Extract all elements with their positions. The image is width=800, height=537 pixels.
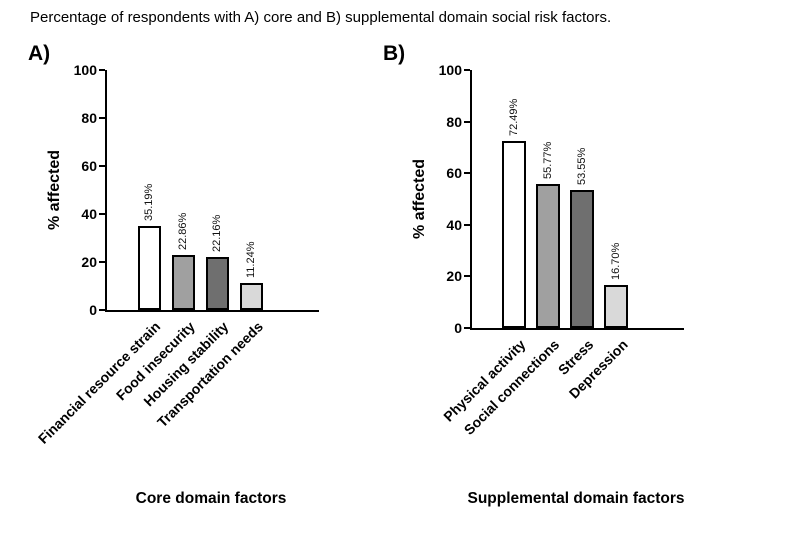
y-tick-mark [99,117,105,119]
panel-a-label: A) [28,42,51,65]
bar-value-label: 53.55% [575,147,588,185]
y-tick-mark [464,223,470,226]
bar [205,256,229,310]
y-tick-label: 0 [454,320,462,336]
y-tick-label: 60 [81,158,97,174]
y-tick-mark [464,172,470,175]
panel-b-plot-area: 0 20 40 60 80 100 72.49% Physical activity 55.77… [439,62,684,438]
bar-value-label: 11.24% [244,241,257,279]
bar [171,255,195,310]
y-tick-label: 0 [89,302,97,318]
figure-title: Percentage of respondents with A) core a… [30,9,612,26]
y-tick-mark [99,213,105,215]
y-tick-label: 40 [81,206,97,222]
y-tick-mark [99,165,105,167]
bar [536,184,560,328]
y-tick-label: 80 [81,110,97,126]
bar [604,284,628,328]
y-tick-label: 100 [438,62,462,78]
y-tick-label: 20 [446,268,462,285]
panel-a-y-axis-title: % affected [46,149,63,231]
bar [239,283,263,310]
y-tick-mark [99,261,105,263]
panel-b-x-axis-title: Supplemental domain factors [467,490,685,507]
y-tick-mark [464,69,470,71]
bar-value-label: 22.16% [210,214,223,252]
bar [570,189,594,328]
panel-a-x-axis-title: Core domain factors [135,490,287,507]
y-tick-label: 20 [81,254,97,270]
bar-value-label: 16.70% [609,242,622,280]
y-tick-label: 40 [446,216,462,233]
y-tick-label: 80 [446,113,462,130]
y-tick-mark [99,69,105,71]
y-tick-mark [464,327,470,329]
y-tick-mark [99,309,105,311]
bar-value-label: 72.49% [507,98,520,136]
y-tick-mark [464,120,470,123]
y-tick-label: 100 [73,62,97,78]
panel-a-plot-area: 0 20 40 60 80 100 35.19% Financial resource str… [35,62,319,447]
panel-b-y-axis-title: % affected [411,158,428,240]
y-tick-mark [464,275,470,278]
bar-value-label: 22.86% [176,212,189,251]
bar-value-label: 35.19% [142,183,155,221]
panel-b-label: B) [383,42,406,65]
bar [502,140,526,328]
bar-value-label: 55.77% [541,141,554,180]
bar [137,225,161,310]
y-tick-label: 60 [446,165,462,182]
